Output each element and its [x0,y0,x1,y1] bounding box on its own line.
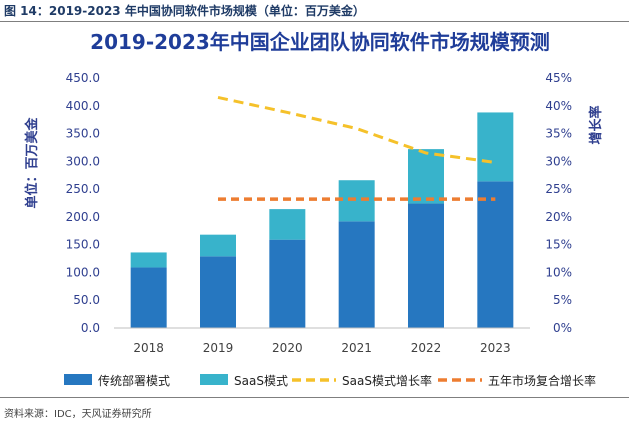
y-tick-label: 50.0 [73,293,100,307]
bar-traditional [477,181,514,328]
y-tick-label: 200.0 [66,210,100,224]
y-tick-label: 400.0 [66,99,100,113]
bar-saas [408,149,444,204]
bar-saas [338,180,375,222]
y-tick-label-right: 35% [545,127,572,141]
chart-legend: 传统部署模式 SaaS模式 SaaS模式增长率 五年市场复合增长率 [64,373,596,388]
y-tick-label-right: 45% [545,71,572,85]
source-note: 资料来源：IDC，天风证券研究所 [4,409,152,420]
bar-saas [130,252,167,268]
legend-saas-label: SaaS模式 [234,374,288,388]
x-tick-label: 2020 [272,341,303,355]
legend-traditional-swatch [64,374,92,385]
x-tick-label: 2019 [203,341,234,355]
y-tick-label-right: 5% [553,293,572,307]
line-saas-growth [217,95,496,164]
y-axis-right: 0% 5% 10% 15% 20% 25% 30% 35% 40% 45% [545,71,572,335]
x-tick-label: 2021 [341,341,372,355]
bar-series [130,112,514,328]
bar-traditional [130,267,167,328]
bar-traditional [200,256,236,328]
y-tick-label: 100.0 [66,265,100,279]
caption-divider [0,21,629,22]
x-axis: 2018 2019 2020 2021 2022 2023 [133,341,510,355]
market-size-chart: 2019-2023年中国企业团队协同软件市场规模预测 单位：百万美金 增长率 0… [24,30,604,388]
bar-saas [269,209,306,240]
y-tick-label-right: 20% [545,210,572,224]
x-tick-label: 2023 [480,341,511,355]
y-tick-label-right: 25% [545,182,572,196]
y-tick-label-right: 40% [545,99,572,113]
bar-saas [200,234,236,257]
y-tick-label: 0.0 [81,321,100,335]
y-tick-label: 350.0 [66,127,100,141]
y-axis-title-left: 单位：百万美金 [24,117,40,209]
y-axis-title-right: 增长率 [588,105,604,144]
legend-saas-swatch [200,374,228,385]
y-tick-label: 300.0 [66,154,100,168]
line-series [217,95,496,201]
bar-saas [477,112,514,182]
y-axis-left: 0.0 50.0 100.0 150.0 200.0 250.0 300.0 350.0 400… [66,71,100,335]
y-tick-label-right: 0% [553,321,572,335]
legend-saas-growth-label: SaaS模式增长率 [342,373,432,388]
bar-traditional [408,203,444,328]
y-tick-label-right: 10% [545,265,572,279]
bar-traditional [338,221,375,328]
footer-divider [0,397,629,398]
legend-market-cagr-label: 五年市场复合增长率 [488,373,596,388]
x-tick-label: 2018 [133,341,164,355]
bar-traditional [269,239,306,328]
y-tick-label-right: 30% [545,154,572,168]
y-tick-label: 150.0 [66,238,100,252]
y-tick-label: 250.0 [66,182,100,196]
x-tick-label: 2022 [411,341,442,355]
legend-traditional-label: 传统部署模式 [98,373,170,388]
figure-caption: 图 14：2019-2023 年中国协同软件市场规模（单位：百万美金） [4,4,365,18]
y-tick-label: 450.0 [66,71,100,85]
chart-title: 2019-2023年中国企业团队协同软件市场规模预测 [90,30,550,54]
y-tick-label-right: 15% [545,238,572,252]
